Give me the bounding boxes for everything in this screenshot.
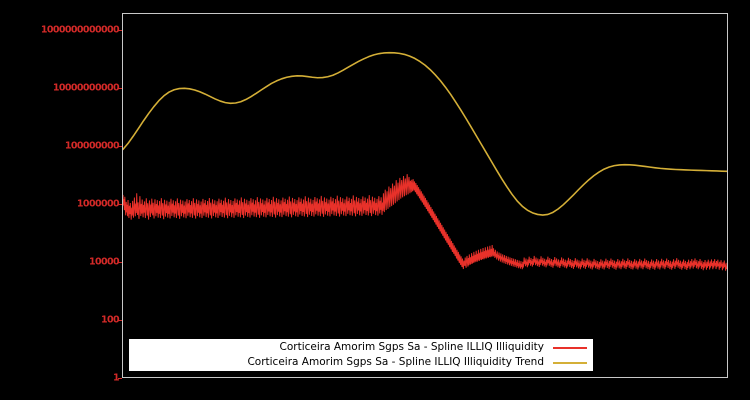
y-tick-mark [118,378,122,379]
legend-label-trend: Corticeira Amorim Sgps Sa - Spline ILLIQ… [247,356,544,368]
y-tick-mark [118,88,122,90]
y-tick-mark [118,146,122,148]
y-tick-mark [118,30,122,32]
y-tick-label: 100000000 [64,140,120,152]
y-tick-label: 1000000000000 [40,24,120,36]
legend-entry-trend: Corticeira Amorim Sgps Sa - Spline ILLIQ… [129,355,593,370]
plot-svg [123,51,727,271]
legend-entry-illiquidity: Corticeira Amorim Sgps Sa - Spline ILLIQ… [129,340,593,355]
y-axis-tick-labels: 1 100 10000 1000000 100000000 10000000000 1000… [0,0,122,400]
y-tick-label: 1000000 [76,198,120,210]
y-tick-mark [118,204,122,206]
y-tick-mark [118,262,122,264]
y-tick-mark [118,320,122,322]
plot-area [122,13,728,378]
series-line-trend [123,51,727,216]
y-tick-label: 100 [100,314,120,326]
legend-label-illiquidity: Corticeira Amorim Sgps Sa - Spline ILLIQ… [279,341,544,353]
series-line-illiquidity [123,174,727,271]
legend-swatch-trend [553,361,587,364]
y-tick-label: 10000000000 [52,82,120,94]
y-tick-label: 1 [112,372,120,384]
legend-swatch-illiquidity [553,346,587,349]
chart-legend: Corticeira Amorim Sgps Sa - Spline ILLIQ… [128,338,594,372]
y-tick-label: 10000 [88,256,120,268]
